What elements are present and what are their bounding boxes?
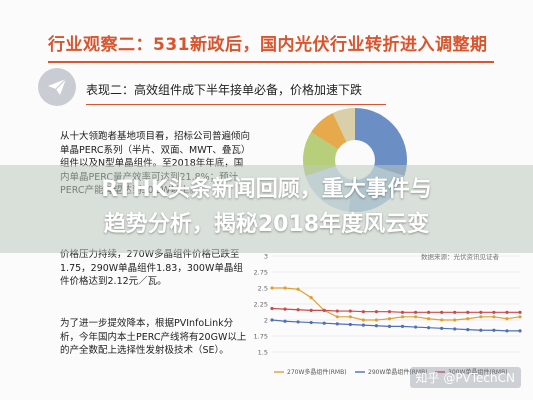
series-point — [440, 318, 444, 322]
slide-title: 行业观察二：531新政后，国内光伏行业转折进入调整期 — [48, 35, 488, 55]
series-point — [413, 310, 418, 314]
series-point — [296, 320, 300, 324]
series-point — [492, 310, 496, 314]
series-point — [413, 315, 418, 319]
series-line — [271, 307, 520, 313]
caption-divider — [86, 104, 386, 105]
series-point — [296, 287, 300, 291]
series-point — [374, 318, 379, 322]
series-point — [309, 320, 313, 325]
y-tick-label: 1.75 — [254, 333, 268, 341]
series-point — [466, 328, 470, 332]
y-tick-label: 2.5 — [258, 285, 268, 293]
series-point — [335, 315, 339, 319]
series-point — [387, 317, 392, 321]
y-tick-label: 2 — [264, 317, 268, 325]
series-point — [348, 309, 352, 313]
y-tick-label: 2.75 — [254, 269, 268, 277]
series-point — [518, 310, 522, 314]
series-point — [505, 310, 509, 314]
series-point — [270, 318, 274, 322]
watermark: 知乎 @PVTechCN — [409, 367, 521, 388]
series-point — [479, 310, 483, 314]
series-point — [270, 286, 274, 290]
series-point — [270, 306, 274, 311]
series-point — [453, 327, 457, 331]
series-point — [518, 329, 522, 333]
series-point — [361, 323, 365, 327]
series-point — [309, 296, 313, 300]
series-point — [400, 324, 405, 328]
series-point — [453, 310, 457, 314]
series-point — [361, 310, 365, 314]
series-point — [348, 315, 352, 319]
series-point — [348, 322, 352, 327]
series-point — [466, 310, 470, 314]
series-point — [387, 310, 392, 314]
series-point — [427, 310, 431, 314]
series-point — [335, 322, 339, 326]
series-point — [427, 317, 431, 321]
series-line — [271, 319, 520, 332]
series-line — [272, 287, 521, 321]
series-point — [492, 315, 496, 319]
series-point — [400, 310, 405, 314]
banner-line-1: RTHK头条新闻回顾，重大事件与 — [101, 177, 432, 202]
banner-line-2: 趋势分析，揭秘2018年度风云变 — [103, 212, 430, 237]
series-point — [361, 318, 365, 322]
series-point — [413, 325, 418, 329]
series-point — [518, 315, 522, 319]
legend-label: 290W单晶组件(RMB) — [368, 368, 428, 376]
paragraph-2: 价格压力持续，270W多晶组件价格已跌至1.75，290W单晶组件1.83，30… — [60, 249, 243, 287]
series-point — [283, 319, 287, 323]
series-point — [466, 317, 470, 321]
series-point — [322, 308, 326, 312]
series-point — [479, 315, 483, 319]
series-point — [440, 326, 444, 330]
series-point — [505, 317, 509, 321]
series-point — [335, 309, 339, 313]
series-point — [322, 321, 326, 325]
series-point — [387, 324, 392, 328]
series-point — [296, 308, 300, 312]
y-tick-label: 2.25 — [254, 301, 268, 309]
legend-label: 270W多晶组件(RMB) — [287, 368, 347, 376]
series-point — [479, 328, 483, 332]
series-point — [283, 307, 287, 311]
series-point — [400, 315, 405, 319]
series-point — [374, 324, 379, 328]
series-point — [453, 318, 457, 322]
series-point — [427, 326, 431, 330]
chart-source-note: 数据来源：光伏资讯见证者 — [421, 252, 500, 261]
series-point — [309, 308, 313, 312]
series-point — [492, 328, 496, 332]
series-point — [440, 310, 444, 314]
series-point — [505, 329, 509, 333]
table-caption: 表现二：高效组件成下半年接单必备，价格加速下跌 — [86, 83, 363, 97]
paragraph-3: 为了进一步提效降本，根据PVInfoLink分析，今年国内本土PERC产线将有2… — [60, 318, 247, 356]
y-tick-label: 1.5 — [258, 349, 268, 357]
legend-label: 300W单晶组件(RMB) — [448, 368, 508, 376]
paper-plane-icon — [38, 68, 76, 106]
headline-banner — [0, 165, 533, 253]
y-tick-label: 3 — [264, 253, 268, 261]
price-line-chart: 3 2.75 2.5 2.25 2 1.75 1.5 数据来源：光伏资讯见证者 270W多晶… — [254, 252, 522, 376]
series-point — [283, 286, 287, 290]
series-point — [374, 310, 379, 314]
title-divider — [48, 61, 494, 63]
